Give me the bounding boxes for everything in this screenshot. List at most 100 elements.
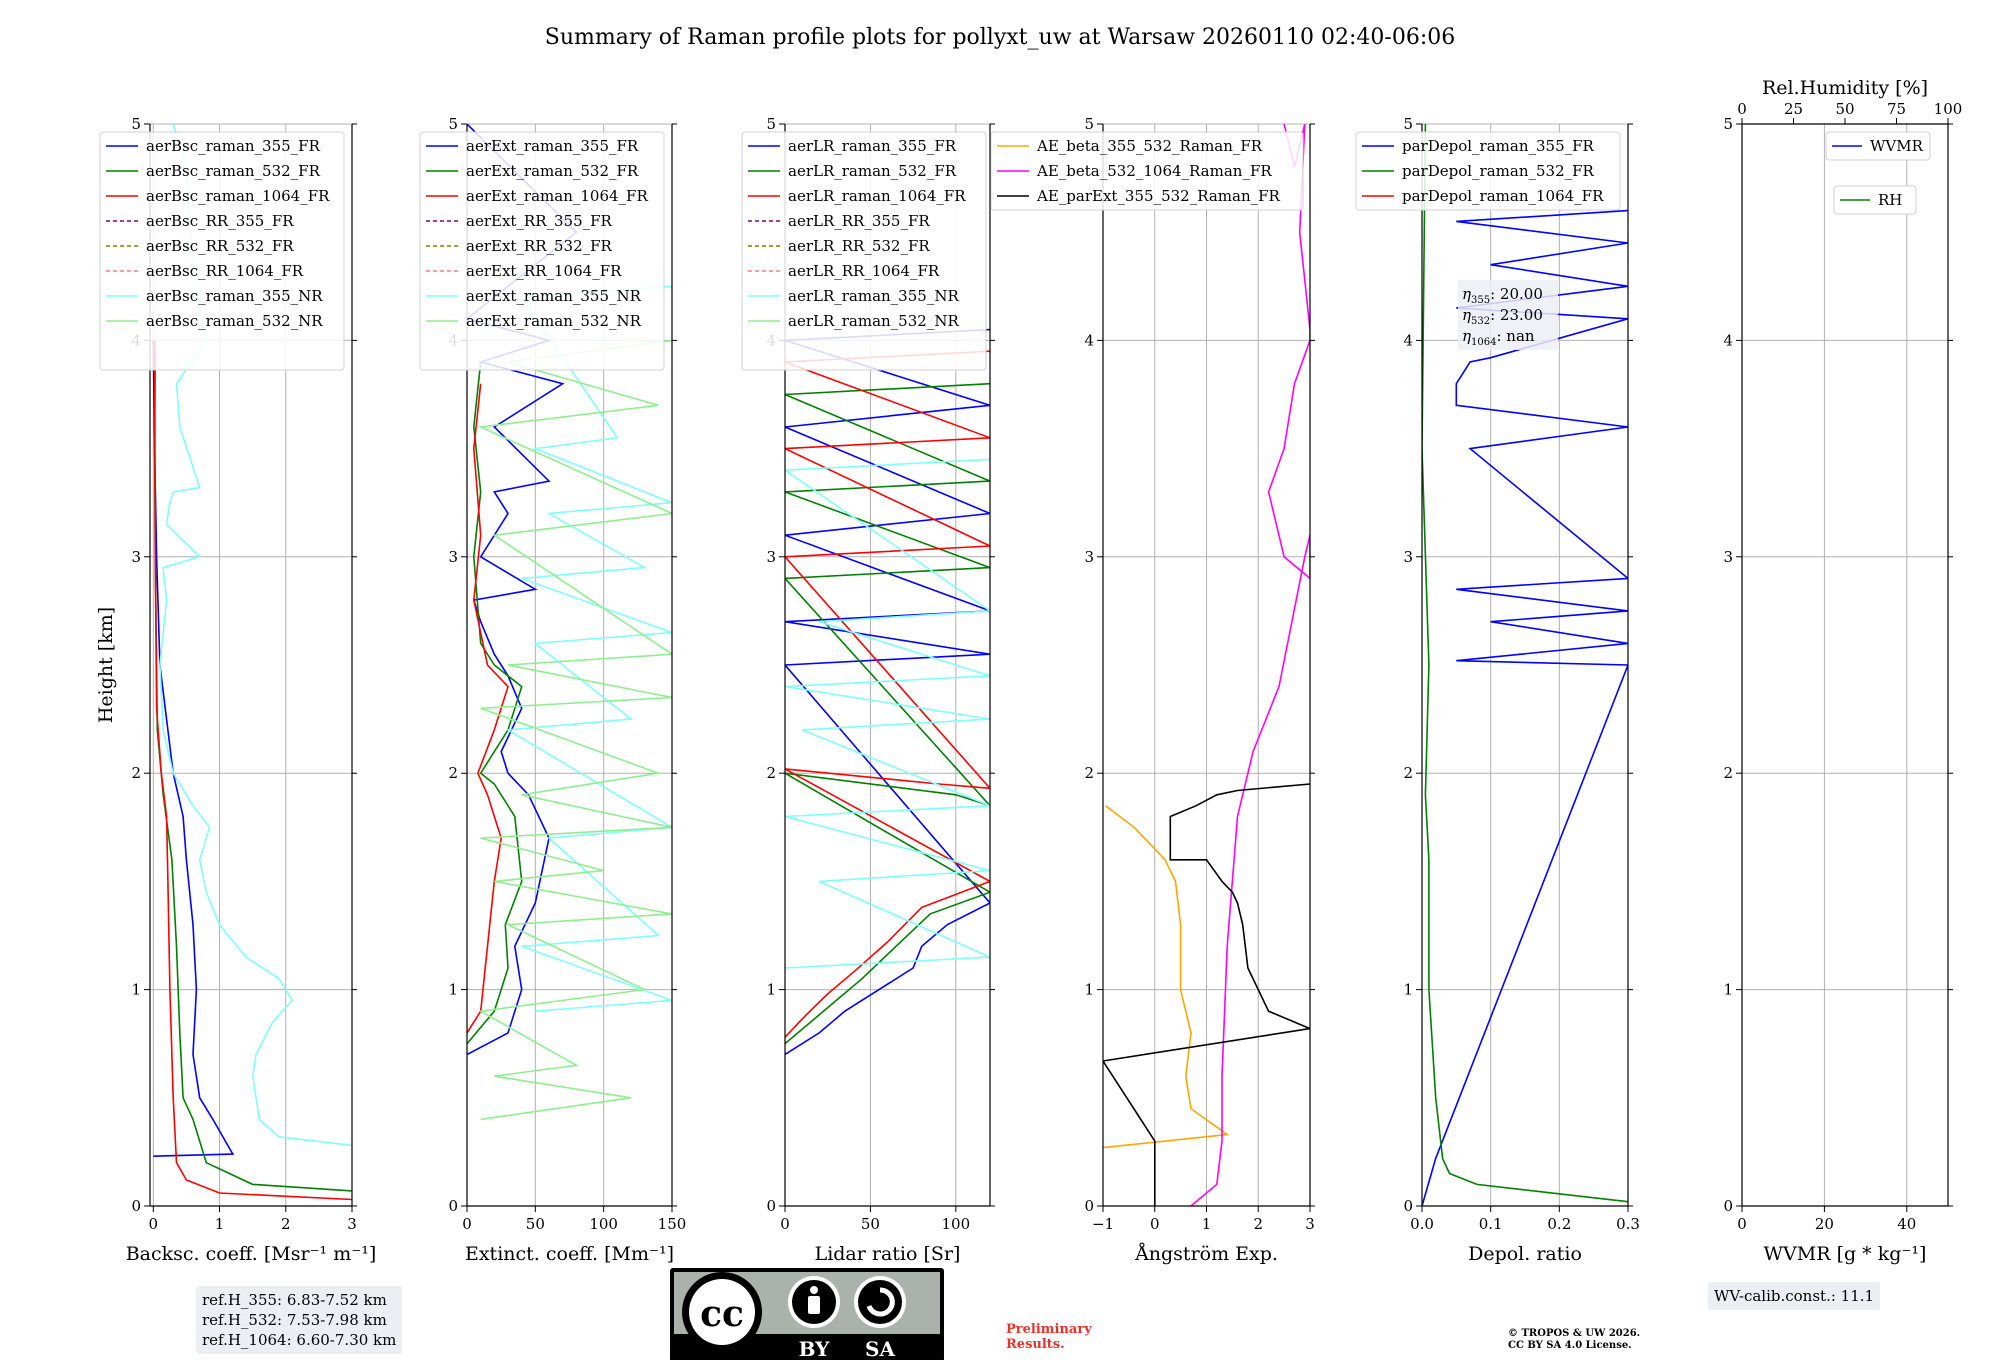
- series-line-parDepol_raman_355_FR: [1422, 209, 1628, 1206]
- series-line-AE_beta_355_532_Raman_FR: [1103, 805, 1230, 1149]
- x-tick-label: 3: [1305, 1215, 1315, 1233]
- legend-label: aerBsc_raman_355_FR: [146, 137, 321, 155]
- x-tick-label: 150: [658, 1215, 687, 1233]
- series-line-aerBsc_raman_355_NR: [159, 124, 352, 1147]
- y-tick-label: 2: [1084, 764, 1094, 782]
- y-tick-label: 1: [1084, 981, 1094, 999]
- series-line-aerExt_raman_532_FR: [467, 361, 523, 1045]
- sa-label: SA: [865, 1337, 895, 1360]
- top-x-axis-title: Rel.Humidity [%]: [1762, 77, 1928, 99]
- legend-label: aerLR_raman_1064_FR: [788, 187, 966, 205]
- y-axis-title: Height [km]: [95, 607, 117, 723]
- y-tick-label: 3: [131, 548, 141, 566]
- legend-label: aerLR_RR_1064_FR: [788, 262, 940, 280]
- preliminary-line-2: Results.: [1006, 1337, 1065, 1352]
- legend-label: parDepol_raman_532_FR: [1402, 162, 1595, 180]
- legend-label: aerLR_raman_532_NR: [788, 312, 959, 330]
- legend-label: AE_beta_532_1064_Raman_FR: [1036, 162, 1272, 180]
- y-tick-label: 1: [448, 981, 458, 999]
- y-tick-label: 3: [1723, 548, 1733, 566]
- copyright-line-2: CC BY SA 4.0 License.: [1508, 1340, 1632, 1351]
- eta-355-label: η355: 20.00: [1462, 285, 1543, 306]
- x-tick-label: 100: [942, 1215, 971, 1233]
- preliminary-note: Preliminary Results.: [1006, 1322, 1092, 1352]
- y-tick-label: 4: [1403, 331, 1413, 349]
- copyright-note: © TROPOS & UW 2026. CC BY SA 4.0 License…: [1508, 1328, 1640, 1352]
- reference-height-box: ref.H_355: 6.83-7.52 km ref.H_532: 7.53-…: [196, 1286, 403, 1354]
- series-line-AE_beta_532_1064_Raman_FR: [1190, 124, 1310, 1206]
- series-line-aerBsc_raman_1064_FR: [153, 340, 352, 1201]
- eta-532-label: η532: 23.00: [1462, 306, 1543, 327]
- top-x-tick-label: 0: [1737, 100, 1747, 118]
- series-line-aerLR_raman_1064_FR: [785, 350, 990, 1038]
- y-tick-label: 3: [1403, 548, 1413, 566]
- legend-label: RH: [1878, 191, 1902, 209]
- legend-label: aerExt_raman_532_FR: [466, 162, 639, 180]
- legend-label: aerExt_raman_532_NR: [466, 312, 642, 330]
- preliminary-line-1: Preliminary: [1006, 1322, 1092, 1337]
- eta-1064-value: nan: [1506, 327, 1535, 345]
- legend-label: WVMR: [1870, 137, 1924, 155]
- y-tick-label: 0: [131, 1197, 141, 1215]
- panels: 0123450123Backsc. coeff. [Msr⁻¹ m⁻¹]Heig…: [95, 77, 1962, 1265]
- series-group: [1103, 124, 1310, 1206]
- eta-box: η355: 20.00 η532: 23.00 η1064: nan: [1458, 280, 1558, 350]
- legend-label: aerBsc_raman_532_FR: [146, 162, 321, 180]
- legend-label: parDepol_raman_1064_FR: [1402, 187, 1604, 205]
- eta-1064-label: η1064: nan: [1462, 327, 1535, 348]
- x-tick-label: −1: [1092, 1215, 1114, 1233]
- x-tick-label: 0: [149, 1215, 159, 1233]
- x-tick-label: 0.1: [1479, 1215, 1503, 1233]
- x-axis-title: Ångström Exp.: [1134, 1243, 1278, 1265]
- y-tick-label: 5: [766, 115, 776, 133]
- legend-label: parDepol_raman_355_FR: [1402, 137, 1595, 155]
- copyright-line-1: © TROPOS & UW 2026.: [1508, 1328, 1641, 1339]
- x-tick-label: 0.2: [1547, 1215, 1571, 1233]
- legend-label: aerBsc_RR_1064_FR: [146, 262, 304, 280]
- x-axis-title: WVMR [g * kg⁻¹]: [1764, 1243, 1927, 1265]
- x-tick-label: 1: [1202, 1215, 1212, 1233]
- legend-label: aerLR_raman_355_FR: [788, 137, 957, 155]
- series-group: [152, 124, 352, 1201]
- eta-532-value: 23.00: [1500, 306, 1543, 324]
- legend-label: aerLR_raman_532_FR: [788, 162, 957, 180]
- top-x-tick-label: 75: [1887, 100, 1906, 118]
- x-tick-label: 40: [1897, 1215, 1916, 1233]
- series-line-aerExt_raman_355_NR: [505, 285, 672, 1012]
- y-tick-label: 4: [1084, 331, 1094, 349]
- x-axis-title: Lidar ratio [Sr]: [815, 1243, 961, 1265]
- y-tick-label: 0: [1084, 1197, 1094, 1215]
- series-line-aerBsc_raman_355_FR: [152, 340, 235, 1157]
- legend-label: aerExt_RR_355_FR: [466, 212, 613, 230]
- top-x-tick-label: 25: [1784, 100, 1803, 118]
- legend-label: aerExt_RR_532_FR: [466, 237, 613, 255]
- y-tick-label: 1: [766, 981, 776, 999]
- series-line-aerExt_raman_1064_FR: [467, 383, 509, 1034]
- legend-label: AE_beta_355_532_Raman_FR: [1036, 137, 1263, 155]
- legend-bsc: aerBsc_raman_355_FR aerBsc_raman_532_FRae…: [99, 131, 345, 371]
- series-line-aerLR_raman_355_FR: [785, 328, 990, 1056]
- x-tick-label: 50: [526, 1215, 545, 1233]
- series-group: [467, 124, 672, 1121]
- y-tick-label: 2: [1403, 764, 1413, 782]
- figure-title: Summary of Raman profile plots for polly…: [545, 25, 1455, 50]
- y-tick-label: 2: [131, 764, 141, 782]
- top-x-tick-label: 50: [1835, 100, 1854, 118]
- x-axis-title: Extinct. coeff. [Mm⁻¹]: [465, 1243, 674, 1265]
- y-tick-label: 3: [766, 548, 776, 566]
- y-tick-label: 1: [1403, 981, 1413, 999]
- legend-label: aerExt_raman_1064_FR: [466, 187, 648, 205]
- x-tick-label: 0.3: [1616, 1215, 1640, 1233]
- legend-WVMR: WVMR: [1825, 131, 1931, 161]
- legend-label: aerLR_RR_355_FR: [788, 212, 930, 230]
- x-tick-label: 0: [1150, 1215, 1160, 1233]
- x-tick-label: 1: [215, 1215, 225, 1233]
- series-line-aerLR_raman_532_FR: [785, 382, 990, 1045]
- series-group: [785, 328, 990, 1056]
- legend-label: aerBsc_RR_532_FR: [146, 237, 294, 255]
- cc-license-badge: cc BY SA: [670, 1268, 944, 1360]
- y-tick-label: 0: [448, 1197, 458, 1215]
